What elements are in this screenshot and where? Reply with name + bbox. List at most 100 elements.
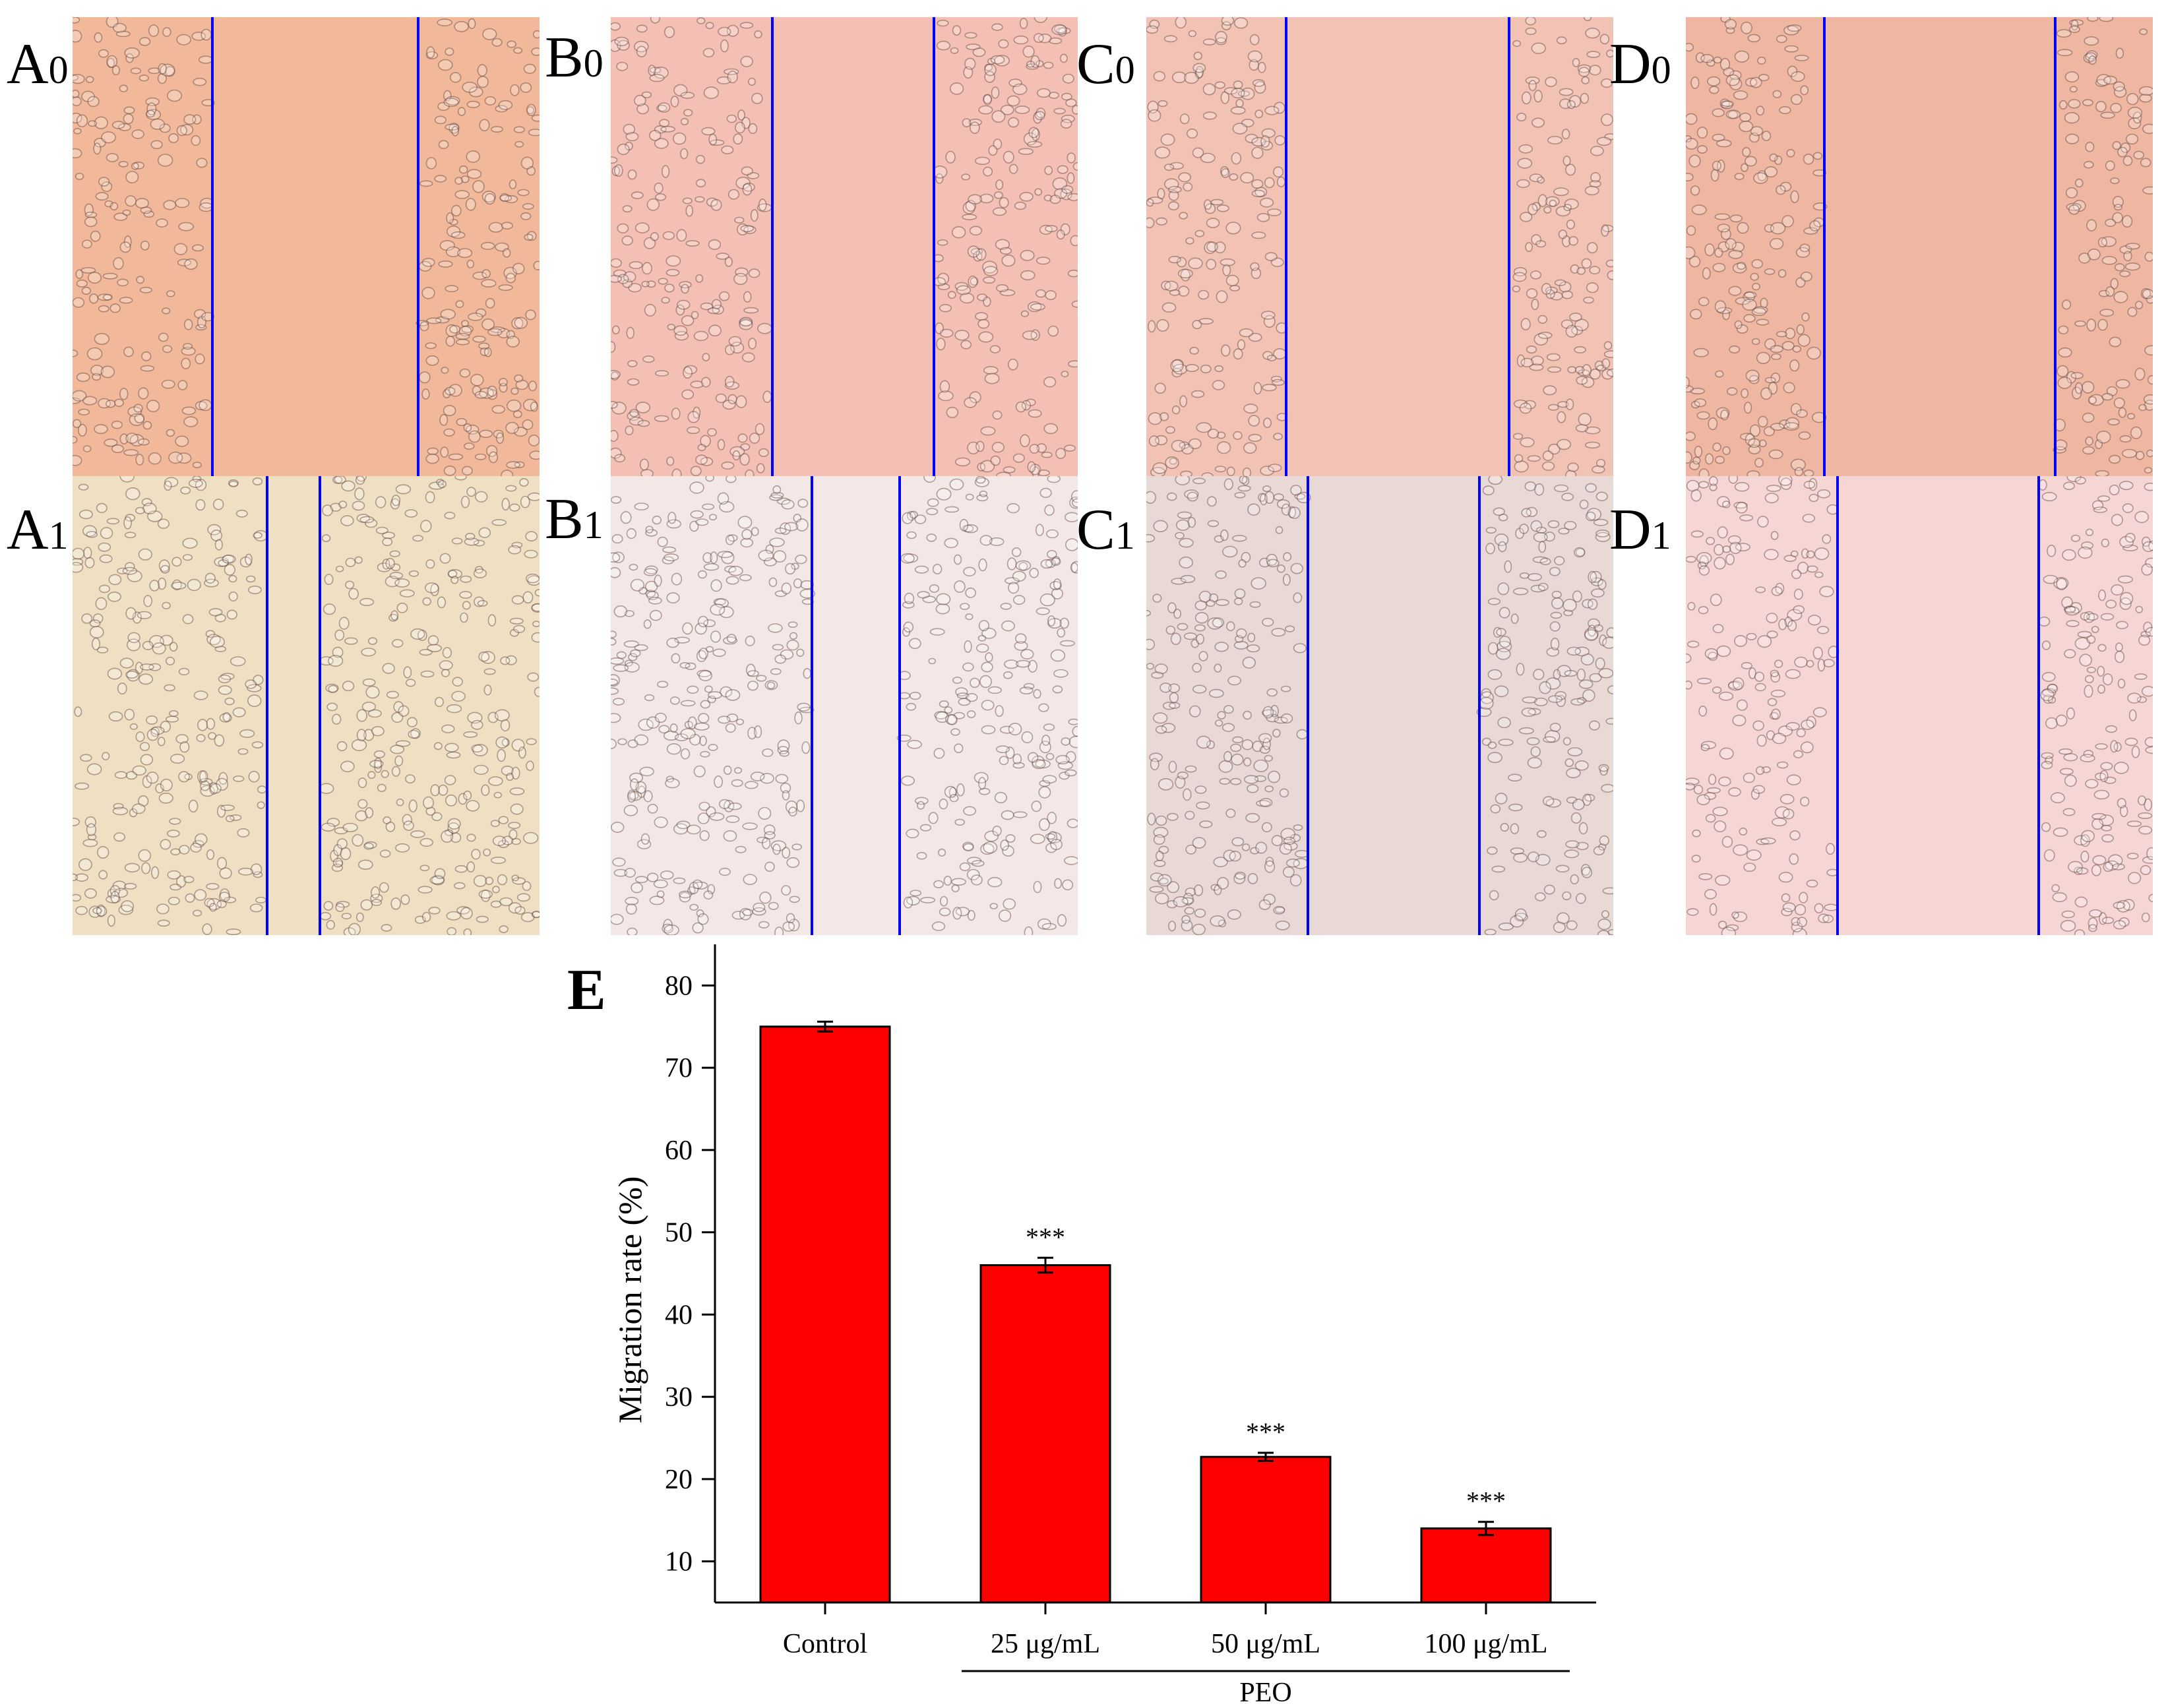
cell xyxy=(992,826,1002,836)
cell xyxy=(328,655,344,667)
cell xyxy=(2144,345,2153,356)
cell xyxy=(1580,92,1590,104)
cell xyxy=(1771,586,1783,596)
cell xyxy=(2061,910,2075,919)
cell xyxy=(1568,236,1578,246)
cell xyxy=(449,123,460,134)
cell xyxy=(627,789,636,803)
cell xyxy=(751,527,759,536)
cell xyxy=(1593,518,1609,526)
cell xyxy=(454,476,467,481)
cell xyxy=(714,775,723,788)
cell xyxy=(664,924,679,935)
cell xyxy=(1717,224,1731,233)
cell xyxy=(1750,126,1764,137)
cell xyxy=(213,499,224,510)
cell xyxy=(1159,877,1169,885)
cell xyxy=(2146,847,2153,861)
cell xyxy=(939,304,952,313)
cell xyxy=(463,928,472,935)
cell xyxy=(1689,460,1700,470)
cell xyxy=(1777,761,1789,769)
cell xyxy=(2144,467,2153,473)
cell xyxy=(1686,908,1699,916)
cell xyxy=(636,24,648,33)
cell xyxy=(1774,155,1783,166)
cell xyxy=(1192,63,1206,73)
cell xyxy=(490,820,500,827)
cell xyxy=(443,90,452,102)
cell xyxy=(430,784,440,797)
cell xyxy=(664,553,679,562)
cell xyxy=(2123,251,2132,262)
cell xyxy=(1060,53,1068,63)
cell xyxy=(356,709,367,722)
cell xyxy=(1764,493,1779,504)
cell xyxy=(326,920,335,930)
cell xyxy=(1015,401,1027,413)
cell xyxy=(1770,372,1781,383)
cell xyxy=(1250,847,1260,855)
cell xyxy=(1015,560,1032,571)
cell xyxy=(1802,514,1816,523)
cell xyxy=(1062,73,1074,84)
cell xyxy=(439,660,453,671)
cell xyxy=(511,387,519,395)
cell xyxy=(1252,741,1263,752)
cell xyxy=(424,582,439,594)
cell xyxy=(98,398,111,409)
cell xyxy=(1530,520,1543,532)
cell xyxy=(1529,173,1543,183)
cell xyxy=(2062,549,2076,561)
cell xyxy=(635,876,648,884)
cell xyxy=(524,233,534,241)
cell xyxy=(735,718,744,725)
cell xyxy=(759,773,774,784)
cell xyxy=(501,222,513,230)
cell xyxy=(2122,503,2134,513)
cell xyxy=(356,912,364,923)
cell xyxy=(724,381,739,390)
cell xyxy=(1035,289,1046,298)
cell xyxy=(1183,788,1192,801)
cell xyxy=(108,574,122,586)
cell xyxy=(1739,120,1754,133)
cell xyxy=(2115,642,2123,652)
cell xyxy=(443,405,456,417)
cell xyxy=(1728,681,1741,689)
cell xyxy=(460,575,472,583)
cell xyxy=(509,829,518,840)
cell xyxy=(425,807,436,816)
cell xyxy=(2068,99,2081,109)
cell xyxy=(970,121,980,134)
cell xyxy=(92,373,102,381)
cell xyxy=(1769,153,1778,162)
cell xyxy=(1534,892,1546,901)
cell xyxy=(1734,173,1745,180)
cell xyxy=(627,739,638,748)
cell xyxy=(206,717,216,730)
cell xyxy=(1555,206,1571,217)
cell xyxy=(209,903,217,912)
cell xyxy=(421,911,431,923)
cell xyxy=(1013,35,1029,45)
cell xyxy=(634,94,646,107)
cell xyxy=(1752,720,1764,731)
cell xyxy=(336,838,348,849)
cell xyxy=(1732,714,1747,727)
cell xyxy=(702,503,715,510)
cell xyxy=(328,685,338,693)
cell xyxy=(1547,136,1563,144)
cell xyxy=(1780,477,1792,490)
cell xyxy=(2040,688,2055,702)
cell xyxy=(649,609,662,621)
cell xyxy=(495,736,509,749)
cell xyxy=(1605,717,1613,725)
cell xyxy=(975,312,988,321)
cell xyxy=(1168,760,1177,774)
cell xyxy=(1605,259,1613,268)
cell xyxy=(113,832,126,842)
cell xyxy=(708,133,718,146)
cell xyxy=(2083,749,2093,758)
cell xyxy=(736,223,749,236)
